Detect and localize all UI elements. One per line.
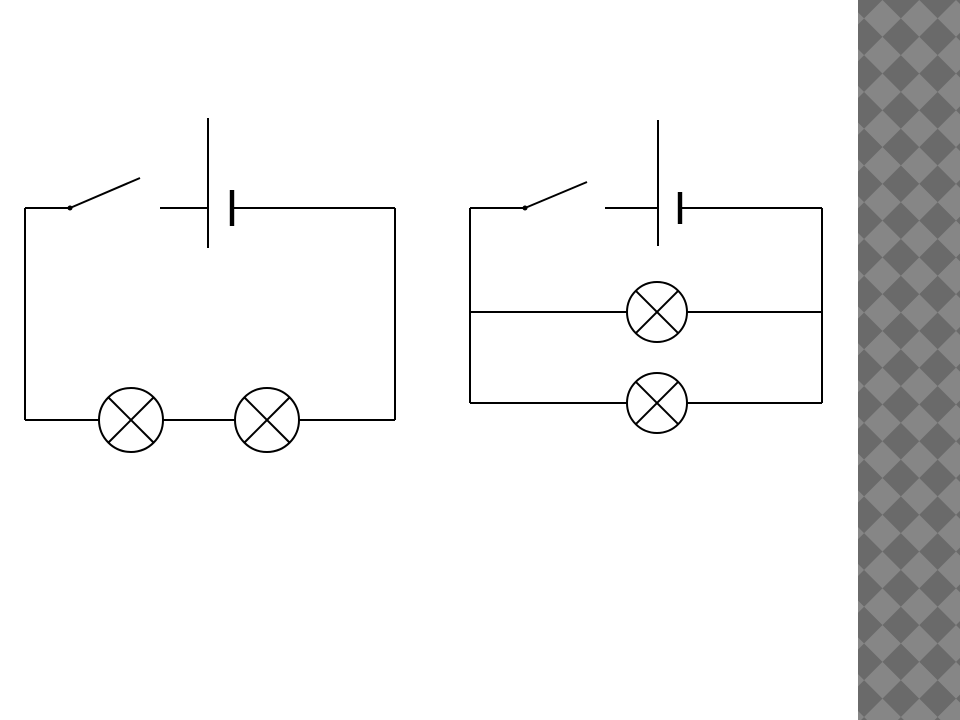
circuit-series [25,118,395,452]
stage [0,0,960,720]
lamp-icon [235,388,299,452]
battery-icon [208,118,232,248]
lamp-icon [99,388,163,452]
battery-icon [658,120,680,246]
diagram-svg [0,0,960,720]
switch-icon [68,178,141,211]
slide-sidebar-pattern [858,0,960,720]
lamp-icon [627,373,687,433]
circuit-parallel [470,120,822,433]
lamp-icon [627,282,687,342]
switch-icon [523,182,588,211]
